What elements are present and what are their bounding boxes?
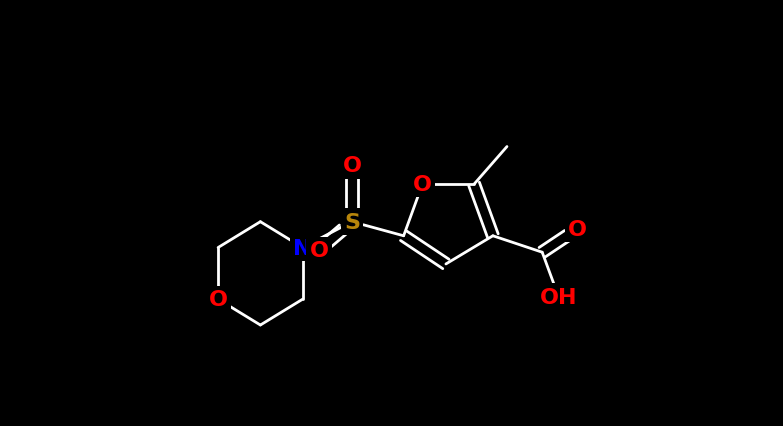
Text: O: O: [208, 290, 228, 309]
Text: OH: OH: [540, 287, 577, 307]
Text: N: N: [294, 238, 312, 258]
Text: O: O: [413, 175, 432, 195]
Text: S: S: [344, 212, 360, 232]
Text: O: O: [568, 219, 587, 239]
Text: O: O: [309, 240, 329, 260]
Text: O: O: [342, 156, 362, 176]
